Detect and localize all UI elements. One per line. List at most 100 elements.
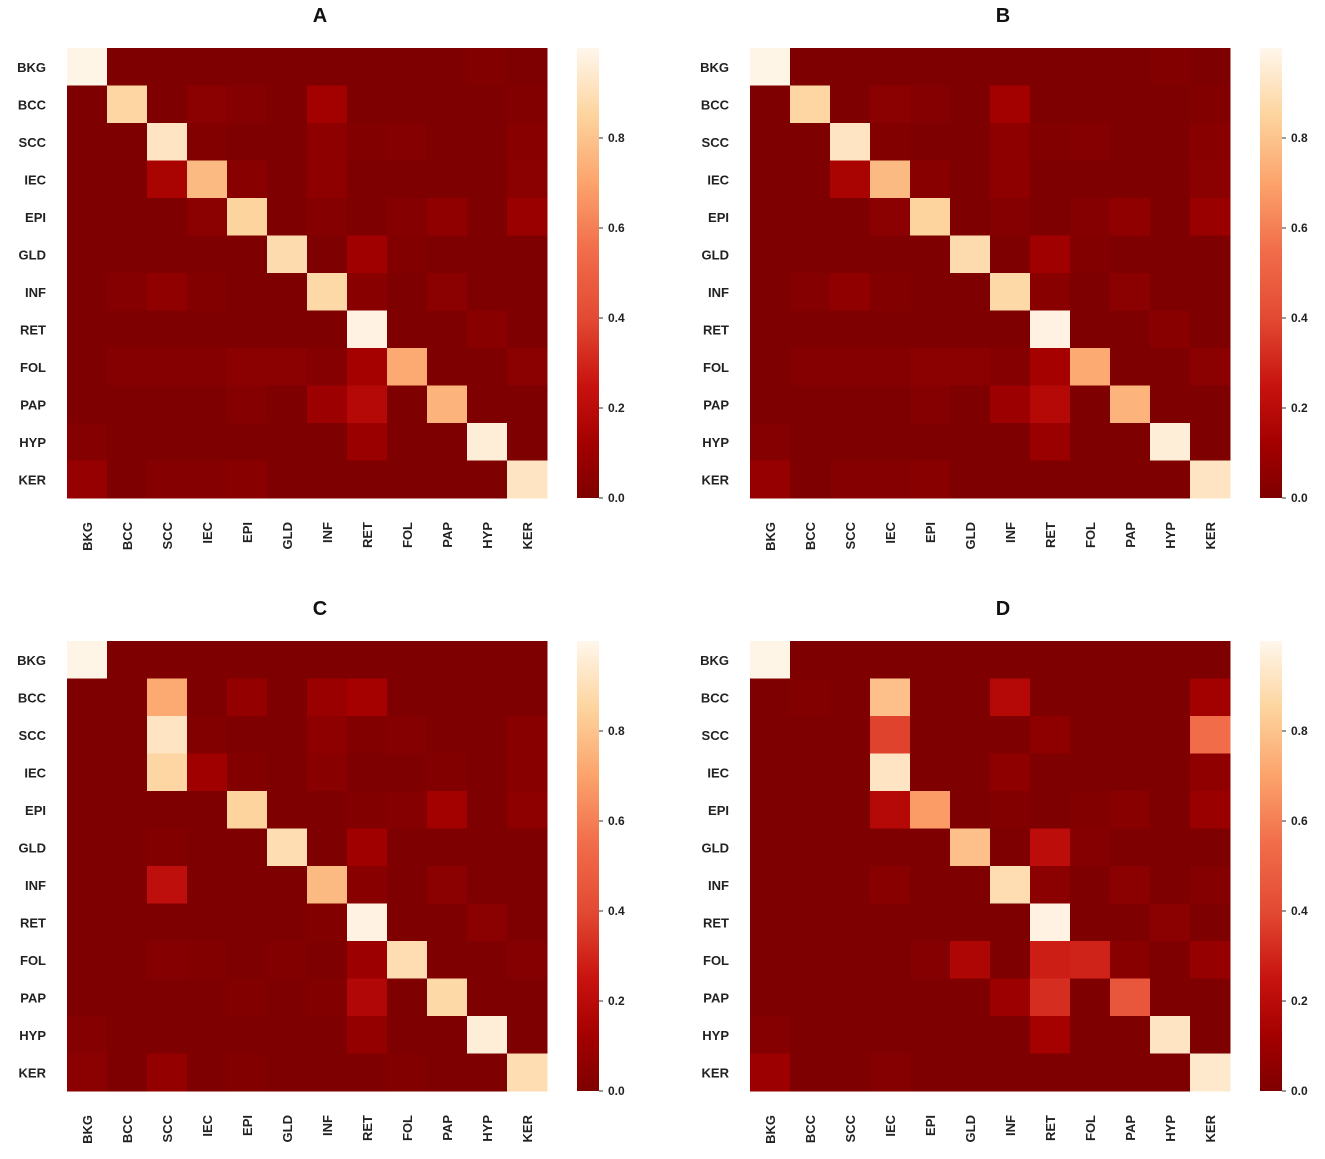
heatmap-cell-inf-epi [910, 866, 951, 904]
heatmap-cell-ret-gld [950, 903, 991, 942]
heatmap-cell-fol-fol [1070, 941, 1111, 979]
heatmap-cell-ret-ker [1190, 310, 1231, 349]
heatmap-cell-scc-hyp [1150, 123, 1191, 161]
heatmap-cell-inf-inf [307, 866, 348, 904]
y-tick-label: GLD [19, 247, 46, 262]
heatmap-cell-bcc-epi [227, 85, 268, 124]
heatmap-cell-pap-iec [187, 385, 228, 424]
heatmap-cell-ker-pap [427, 1053, 468, 1092]
x-tick-label: IEC [200, 1114, 215, 1136]
heatmap-cell-iec-ker [507, 160, 548, 199]
heatmap-cell-ret-pap [427, 903, 468, 942]
heatmap-cell-fol-epi [227, 941, 268, 979]
heatmap-cell-pap-pap [427, 978, 468, 1017]
heatmap-cell-bcc-fol [387, 85, 428, 124]
heatmap-cell-scc-gld [267, 716, 308, 754]
heatmap-cell-bcc-pap [1110, 678, 1151, 717]
heatmap-cell-hyp-iec [187, 423, 228, 461]
heatmap-cell-bcc-ret [1030, 678, 1071, 717]
heatmap-cell-iec-ker [1190, 160, 1231, 199]
heatmap-cell-scc-gld [267, 123, 308, 161]
heatmap-cell-gld-bcc [107, 235, 148, 274]
x-tick-label: SCC [160, 521, 175, 549]
y-tick-label: BCC [18, 97, 47, 112]
heatmap-cell-ret-epi [227, 310, 268, 349]
x-tick-label: KER [1203, 1114, 1218, 1142]
heatmap-cell-epi-inf [307, 791, 348, 829]
heatmap-cell-epi-pap [1110, 791, 1151, 829]
heatmap-cell-bcc-iec [187, 85, 228, 124]
heatmap-cell-bcc-iec [870, 678, 911, 717]
heatmap-cell-pap-fol [387, 385, 428, 424]
heatmap-cell-iec-ret [1030, 160, 1071, 199]
heatmap-cell-bcc-fol [1070, 85, 1111, 124]
x-tick-label: EPI [923, 522, 938, 543]
heatmap-cell-fol-hyp [1150, 941, 1191, 979]
heatmap-cell-iec-inf [307, 160, 348, 199]
colorbar-tick-label: 0.2 [608, 401, 625, 415]
heatmap-cell-epi-pap [427, 198, 468, 236]
heatmap-cell-pap-fol [387, 978, 428, 1017]
heatmap-cell-hyp-gld [267, 1016, 308, 1054]
heatmap-cell-gld-scc [147, 235, 188, 274]
x-tick-label: HYP [1163, 1115, 1178, 1142]
heatmap-cell-epi-inf [307, 198, 348, 236]
heatmap-cell-ker-ker [507, 1053, 548, 1092]
colorbar [1260, 641, 1282, 1091]
colorbar-tick-label: 0.6 [608, 814, 625, 828]
heatmap-cell-scc-epi [910, 716, 951, 754]
heatmap-cell-pap-iec [870, 385, 911, 424]
heatmap-cell-inf-scc [147, 866, 188, 904]
heatmap-cell-bcc-gld [267, 85, 308, 124]
heatmap-cell-ker-bkg [750, 460, 791, 499]
heatmap-cell-bcc-inf [307, 85, 348, 124]
heatmap-cell-fol-gld [267, 348, 308, 386]
heatmap-cell-inf-ker [1190, 866, 1231, 904]
heatmap-cell-fol-scc [147, 941, 188, 979]
heatmap-cell-epi-gld [267, 198, 308, 236]
heatmap-cell-inf-gld [950, 273, 991, 311]
heatmap-cell-ret-iec [870, 310, 911, 349]
heatmap-cell-bcc-bkg [67, 678, 108, 717]
heatmap-cell-bcc-scc [147, 85, 188, 124]
heatmap-cell-epi-bkg [750, 791, 791, 829]
heatmap-cell-inf-epi [910, 273, 951, 311]
heatmap-cell-scc-bcc [790, 123, 831, 161]
heatmap-cell-hyp-gld [950, 1016, 991, 1054]
heatmap-cell-inf-iec [187, 273, 228, 311]
heatmap-cell-scc-iec [187, 716, 228, 754]
heatmap-cell-ker-ret [347, 1053, 388, 1092]
heatmap-cell-ker-hyp [467, 1053, 508, 1092]
heatmap-cell-ret-bcc [107, 310, 148, 349]
heatmap-cell-gld-ker [507, 235, 548, 274]
heatmap-cell-ret-pap [1110, 903, 1151, 942]
heatmap-cell-iec-hyp [467, 753, 508, 792]
heatmap-cell-gld-epi [910, 235, 951, 274]
heatmap-cell-ker-ker [1190, 1053, 1231, 1092]
y-tick-label: EPI [25, 210, 46, 225]
heatmap-panel-c: C BKG BCC SCC IEC EPI GLD INF RET FOL PAP HYP KER BKG… [17, 598, 625, 1144]
heatmap-cell-ret-epi [910, 310, 951, 349]
heatmap-cell-scc-ker [507, 716, 548, 754]
panel-title: B [996, 5, 1010, 27]
heatmap-cell-inf-bkg [750, 866, 791, 904]
heatmap-cell-inf-bcc [790, 273, 831, 311]
heatmap-cell-bkg-epi [910, 641, 951, 679]
heatmap-cell-pap-inf [990, 385, 1031, 424]
x-tick-label: SCC [843, 521, 858, 549]
y-tick-label: PAP [20, 990, 46, 1005]
heatmap-cell-bkg-bcc [107, 48, 148, 86]
x-tick-label: PAP [1123, 522, 1138, 548]
heatmap-cell-fol-gld [950, 348, 991, 386]
heatmap-cell-fol-fol [387, 348, 428, 386]
heatmap-cell-pap-epi [227, 978, 268, 1017]
heatmap-cell-pap-ker [1190, 978, 1231, 1017]
heatmap-cell-ret-gld [950, 310, 991, 349]
heatmap-cell-hyp-fol [1070, 1016, 1111, 1054]
y-tick-label: KER [702, 472, 730, 487]
y-tick-label: HYP [19, 435, 46, 450]
heatmap-cell-inf-epi [227, 273, 268, 311]
heatmap-cell-gld-bkg [67, 828, 108, 867]
heatmap-cell-pap-inf [307, 385, 348, 424]
heatmap-cell-bcc-fol [1070, 678, 1111, 717]
